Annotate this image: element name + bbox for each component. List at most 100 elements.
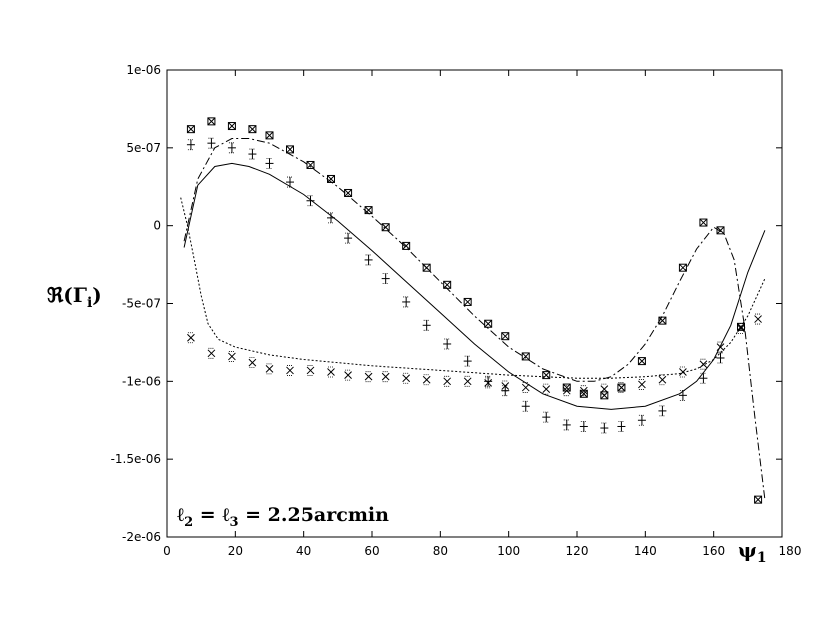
data-point-box xyxy=(484,319,493,328)
x-tick-label: 100 xyxy=(497,544,520,558)
data-point-cross xyxy=(344,369,352,381)
data-point-cross xyxy=(521,382,530,393)
data-point-box xyxy=(754,495,763,504)
x-tick-label: 20 xyxy=(228,544,243,558)
data-point-cross xyxy=(638,379,646,390)
data-point-box xyxy=(227,122,236,131)
data-point-box xyxy=(306,160,315,169)
plot-frame xyxy=(166,69,783,538)
data-point-plus xyxy=(286,176,294,188)
data-point-box xyxy=(344,188,353,197)
x-tick-label: 60 xyxy=(364,544,379,558)
data-point-plus xyxy=(637,414,646,426)
data-point-plus xyxy=(207,137,216,149)
data-point-cross xyxy=(716,341,725,353)
data-point-cross xyxy=(306,365,315,376)
data-point-cross xyxy=(617,382,626,393)
data-point-plus xyxy=(248,148,257,160)
data-point-cross xyxy=(286,365,294,376)
data-point-plus xyxy=(306,195,315,207)
data-point-cross xyxy=(679,366,687,378)
data-point-box xyxy=(716,226,725,235)
data-point-cross xyxy=(463,375,472,387)
data-point-box xyxy=(737,322,745,331)
data-point-plus xyxy=(443,338,452,350)
data-point-plus xyxy=(542,411,551,423)
y-axis: 1e-06 5e-07 0 -5e-07 -1e-06 -1.5e-06 -2e-06 xyxy=(111,63,782,544)
data-point-cross xyxy=(381,371,390,383)
data-point-cross xyxy=(562,385,571,397)
x-tick-label: 180 xyxy=(779,544,802,558)
data-markers xyxy=(186,117,763,504)
data-point-cross xyxy=(699,358,708,370)
data-point-plus xyxy=(617,421,626,432)
data-point-cross xyxy=(579,385,588,397)
x-tick-label: 40 xyxy=(296,544,311,558)
data-point-plus xyxy=(658,405,667,417)
scale-annotation: ℓ2 = ℓ3 = 2.25arcmin xyxy=(177,504,389,530)
data-point-box xyxy=(248,125,257,134)
data-point-box xyxy=(265,131,274,140)
data-point-cross xyxy=(443,375,452,387)
data-point-plus xyxy=(600,422,609,434)
data-point-cross xyxy=(422,374,431,386)
data-point-plus xyxy=(579,421,588,432)
data-point-cross xyxy=(265,363,274,375)
data-point-cross xyxy=(737,323,745,334)
data-point-box xyxy=(637,357,646,366)
data-point-plus xyxy=(402,296,411,308)
data-point-cross xyxy=(228,351,236,362)
y-tick-label: -2e-06 xyxy=(122,530,161,544)
data-point-box xyxy=(402,241,411,250)
data-point-box xyxy=(699,218,708,227)
data-point-plus xyxy=(381,273,390,284)
data-point-box xyxy=(678,263,687,272)
x-tick-label: 160 xyxy=(702,544,725,558)
x-tick-label: 80 xyxy=(433,544,448,558)
series-line-dotted xyxy=(180,197,766,379)
data-point-plus xyxy=(327,212,335,224)
data-point-box xyxy=(542,371,551,380)
data-point-cross xyxy=(248,357,257,369)
data-point-box xyxy=(422,263,431,272)
x-axis-label: ψ1 xyxy=(738,538,767,566)
y-tick-label: -5e-07 xyxy=(122,297,161,311)
data-point-cross xyxy=(542,383,551,395)
data-point-cross xyxy=(364,371,373,383)
data-point-plus xyxy=(186,139,195,151)
data-point-plus xyxy=(521,400,530,412)
series-line-solid xyxy=(183,162,766,410)
data-point-cross xyxy=(754,313,762,325)
y-tick-label: 5e-07 xyxy=(126,141,161,155)
y-axis-label: ℜ(Γi) xyxy=(47,283,102,311)
data-point-plus xyxy=(463,355,472,367)
model-curves xyxy=(180,138,766,500)
y-tick-label: 1e-06 xyxy=(126,63,161,77)
y-tick-label: 0 xyxy=(153,219,161,233)
data-point-box xyxy=(327,174,335,183)
data-point-cross xyxy=(484,377,493,389)
data-point-box xyxy=(443,280,452,289)
data-point-cross xyxy=(327,366,335,378)
y-tick-label: -1.5e-06 xyxy=(111,452,161,466)
data-point-plus xyxy=(716,352,725,364)
series-line-dashdot xyxy=(183,138,766,500)
x-tick-label: 0 xyxy=(163,544,171,558)
data-point-plus xyxy=(227,142,236,154)
data-point-plus xyxy=(699,372,708,384)
x-tick-label: 140 xyxy=(634,544,657,558)
data-point-box xyxy=(207,117,216,126)
data-point-box xyxy=(286,145,294,154)
data-point-box xyxy=(186,125,195,134)
data-point-plus xyxy=(344,232,353,244)
data-point-cross xyxy=(600,383,609,395)
data-point-cross xyxy=(658,374,667,386)
data-point-box xyxy=(364,206,373,215)
y-tick-label: -1e-06 xyxy=(122,374,161,388)
data-point-box xyxy=(381,223,390,232)
x-tick-label: 120 xyxy=(566,544,589,558)
data-point-plus xyxy=(562,419,571,431)
data-point-cross xyxy=(187,332,195,344)
data-point-cross xyxy=(402,372,411,384)
